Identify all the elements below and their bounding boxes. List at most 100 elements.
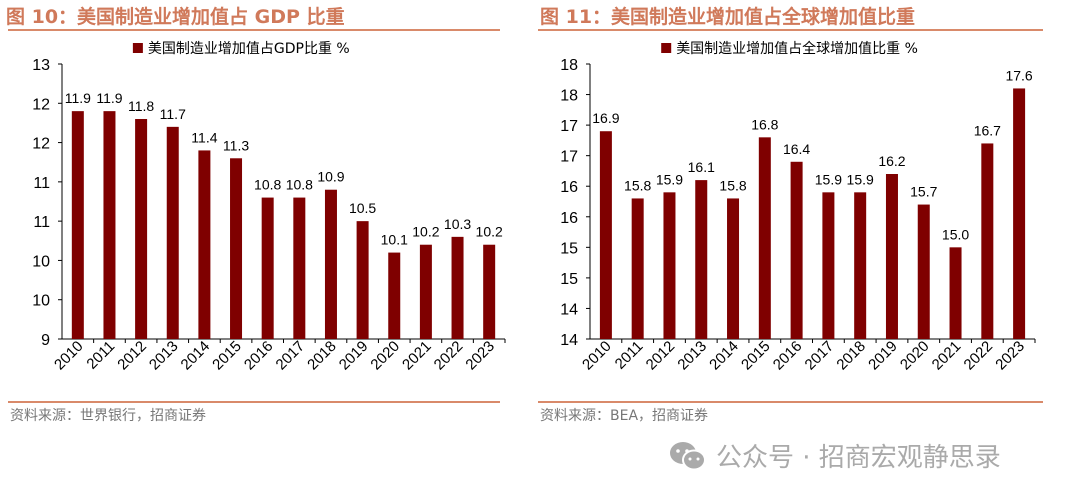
x-tick-label: 2022 xyxy=(431,338,467,374)
bar xyxy=(885,174,898,339)
wechat-icon xyxy=(670,441,706,470)
data-label: 11.8 xyxy=(128,98,154,114)
y-tick-label: 13 xyxy=(32,57,50,74)
chart-1-source: 资料来源：世界银行，招商证券 xyxy=(10,408,206,424)
chart-1-title: 图 10：美国制造业增加值占 GDP 比重 xyxy=(6,6,345,28)
bar xyxy=(854,192,867,339)
bar xyxy=(388,252,401,339)
data-label: 17.6 xyxy=(1005,67,1032,83)
legend-label: 美国制造业增加值占全球增加值比重 % xyxy=(676,40,918,57)
data-label: 10.8 xyxy=(254,177,281,193)
y-tick-label: 18 xyxy=(560,88,578,105)
x-tick-label: 2011 xyxy=(612,338,647,373)
data-label: 15.0 xyxy=(942,226,969,242)
y-tick-label: 10 xyxy=(32,293,50,310)
bar xyxy=(419,244,432,339)
data-label: 10.8 xyxy=(286,177,313,193)
data-label: 15.7 xyxy=(910,184,937,200)
data-label: 10.1 xyxy=(381,232,408,248)
y-tick-label: 14 xyxy=(560,301,578,318)
y-tick-label: 12 xyxy=(32,136,50,153)
y-tick-label: 16 xyxy=(560,179,578,196)
x-tick-label: 2013 xyxy=(146,338,182,374)
y-tick-label: 11 xyxy=(33,214,50,231)
y-tick-label: 15 xyxy=(560,240,578,257)
x-tick-label: 2019 xyxy=(865,338,901,374)
legend-swatch xyxy=(132,43,143,53)
data-label: 11.3 xyxy=(223,137,249,153)
data-label: 15.8 xyxy=(719,177,746,193)
x-tick-label: 2020 xyxy=(367,338,403,374)
x-tick-label: 2015 xyxy=(209,338,245,374)
data-label: 15.8 xyxy=(624,177,651,193)
bar xyxy=(293,197,306,339)
bar xyxy=(695,180,708,339)
bar xyxy=(230,158,243,339)
bar xyxy=(631,198,644,339)
data-label: 16.1 xyxy=(688,159,715,175)
data-label: 11.9 xyxy=(65,90,91,106)
data-label: 10.2 xyxy=(476,224,503,240)
watermark-text: 公众号 · 招商宏观静思录 xyxy=(716,443,1001,473)
bar xyxy=(822,192,835,339)
x-tick-label: 2010 xyxy=(51,338,87,374)
data-label: 10.3 xyxy=(444,216,471,232)
data-label: 11.9 xyxy=(96,90,122,106)
x-tick-label: 2015 xyxy=(738,338,774,374)
bar xyxy=(198,150,211,339)
y-tick-label: 15 xyxy=(560,271,578,288)
bar xyxy=(261,197,274,339)
data-label: 16.7 xyxy=(974,122,1001,138)
source-rule xyxy=(538,401,1043,403)
bar xyxy=(599,131,612,339)
chart-2-title: 图 11：美国制造业增加值占全球增加值比重 xyxy=(540,6,916,28)
x-tick-label: 2022 xyxy=(961,338,997,374)
bar xyxy=(981,143,994,339)
source-rule xyxy=(8,401,500,403)
bar xyxy=(663,192,676,339)
y-tick-label: 14 xyxy=(560,332,578,349)
watermark: 公众号 · 招商宏观静思录 xyxy=(668,437,1001,474)
title-rule xyxy=(8,29,500,31)
bar xyxy=(451,236,464,339)
data-label: 16.4 xyxy=(783,141,810,157)
data-label: 10.5 xyxy=(349,200,376,216)
bar xyxy=(790,161,803,339)
data-label: 16.2 xyxy=(878,153,905,169)
bar xyxy=(324,189,337,339)
bar xyxy=(917,204,930,339)
chart-2-source: 资料来源：BEA，招商证券 xyxy=(540,408,709,424)
x-tick-label: 2013 xyxy=(674,338,710,374)
data-label: 16.8 xyxy=(751,116,778,132)
chart-2: 14 14 15 15 16 16 17 17 18 18 16.9 2010 15.8 2011 15.9… xyxy=(560,40,1036,374)
x-tick-label: 2017 xyxy=(273,338,309,374)
x-tick-label: 2010 xyxy=(579,338,615,374)
x-tick-label: 2018 xyxy=(833,338,869,374)
x-tick-label: 2021 xyxy=(929,338,965,374)
x-tick-label: 2023 xyxy=(462,338,498,374)
y-tick-label: 10 xyxy=(32,253,50,270)
data-label: 10.9 xyxy=(317,169,344,185)
bar xyxy=(1013,88,1026,339)
bar xyxy=(483,244,496,339)
x-tick-label: 2023 xyxy=(992,338,1028,374)
data-label: 16.9 xyxy=(592,110,619,126)
x-tick-label: 2014 xyxy=(706,338,742,374)
data-label: 11.7 xyxy=(160,106,186,122)
bar xyxy=(71,111,84,340)
y-tick-label: 17 xyxy=(560,118,578,135)
data-label: 15.9 xyxy=(815,171,842,187)
x-tick-label: 2017 xyxy=(802,338,838,374)
bar xyxy=(727,198,740,339)
x-tick-label: 2016 xyxy=(241,338,277,374)
x-tick-label: 2018 xyxy=(304,338,340,374)
bar xyxy=(356,221,369,339)
data-label: 10.2 xyxy=(412,224,439,240)
bar xyxy=(758,137,771,339)
y-tick-label: 17 xyxy=(560,149,578,166)
bar xyxy=(103,111,116,340)
y-tick-label: 9 xyxy=(41,332,50,349)
legend-label: 美国制造业增加值占GDP比重 % xyxy=(148,41,350,57)
data-label: 11.4 xyxy=(191,129,217,145)
y-tick-label: 18 xyxy=(560,57,578,74)
